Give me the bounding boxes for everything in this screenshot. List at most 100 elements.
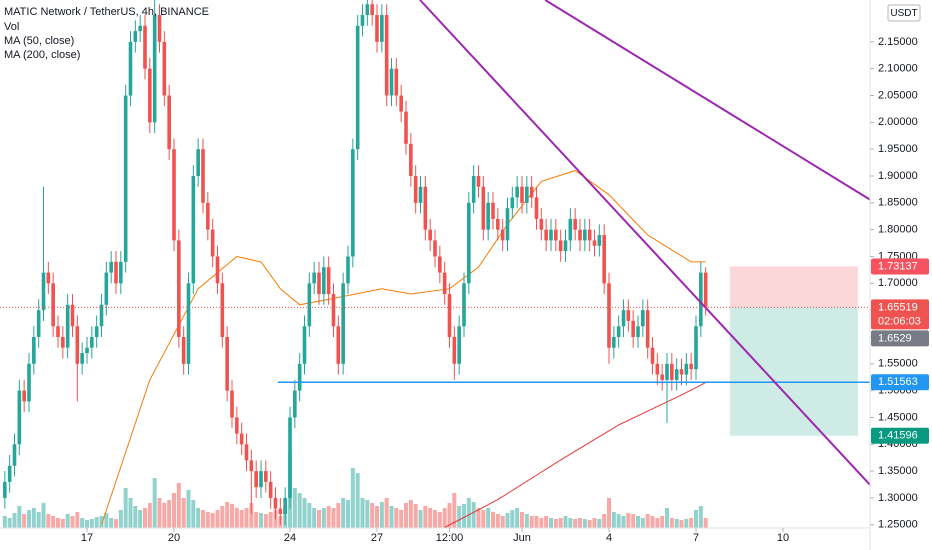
volume-bar xyxy=(433,510,437,528)
candle-body xyxy=(462,283,466,327)
candle-body xyxy=(114,261,118,284)
plot-area xyxy=(0,0,871,528)
candle-body xyxy=(481,186,486,230)
volume-bar xyxy=(626,513,631,528)
candle-body xyxy=(157,15,162,42)
candle-body xyxy=(346,256,350,284)
currency[interactable]: USDT xyxy=(890,8,917,19)
candle-body xyxy=(641,310,645,327)
candle-body xyxy=(259,471,263,488)
volume-bar xyxy=(94,517,99,528)
volume-bar xyxy=(466,498,471,528)
volume-bar xyxy=(17,506,22,528)
candle-body xyxy=(152,15,157,123)
volume-bar xyxy=(404,503,408,528)
candle-body xyxy=(85,347,89,354)
price-label: 1.73137 xyxy=(878,260,918,272)
volume-bar xyxy=(587,520,592,528)
volume-bar xyxy=(172,493,176,528)
candle-body xyxy=(278,508,283,515)
candle-body xyxy=(307,283,312,327)
volume-bar xyxy=(336,503,341,528)
volume-bar xyxy=(621,516,626,528)
volume-bar xyxy=(365,500,370,528)
candle-body xyxy=(351,149,355,257)
volume-bar xyxy=(491,512,495,528)
candle-body xyxy=(312,272,316,284)
candle-body xyxy=(665,363,669,380)
volume-bar xyxy=(254,512,259,528)
candle-body xyxy=(607,283,611,348)
y-tick-label: 1.30000 xyxy=(878,492,918,504)
y-tick-label: 1.35000 xyxy=(878,465,918,477)
candle-body xyxy=(273,497,278,509)
currency-badge[interactable] xyxy=(887,4,921,22)
candle-body xyxy=(230,390,234,418)
candle-body xyxy=(370,4,374,16)
volume-bar xyxy=(669,518,674,528)
indicator: MA (50, close) xyxy=(4,35,74,47)
trend-line xyxy=(419,0,871,486)
candle-body xyxy=(529,186,534,198)
candle-body xyxy=(128,41,133,96)
candle-body xyxy=(689,363,693,370)
candle-body xyxy=(191,176,196,284)
volume-bar xyxy=(423,506,428,528)
candle-body xyxy=(679,369,684,375)
volume-bar xyxy=(529,516,534,528)
volume-bar xyxy=(703,518,708,528)
volume-bar xyxy=(259,513,263,528)
price-label: 1.51563 xyxy=(878,376,918,388)
volume-bar xyxy=(22,514,27,528)
volume-bar xyxy=(41,503,46,528)
volume-bar xyxy=(249,503,254,528)
candle-body xyxy=(215,256,220,284)
candle-body xyxy=(515,186,519,198)
volume-bar xyxy=(399,510,404,528)
trend-line xyxy=(544,0,871,201)
volume-bar xyxy=(665,508,669,528)
volume-bar xyxy=(462,504,466,528)
candle-body xyxy=(650,347,655,364)
y-tick-label: 2.10000 xyxy=(878,63,918,75)
volume-bar xyxy=(12,513,17,528)
candle-body xyxy=(283,497,287,515)
volume-bar xyxy=(452,493,457,528)
x-tick-label: 4 xyxy=(606,532,612,544)
volume-bar xyxy=(442,508,447,528)
volume-bar xyxy=(394,508,399,528)
volume-bar xyxy=(549,518,553,528)
candle-body xyxy=(148,68,152,123)
volume-bar xyxy=(447,503,452,528)
volume-bar xyxy=(36,512,41,528)
volume-bar xyxy=(611,512,616,528)
candle-body xyxy=(360,15,365,26)
y-tick-label: 1.70000 xyxy=(878,277,918,289)
price-label-bg xyxy=(871,374,929,391)
volume-bar xyxy=(694,510,698,528)
volume-bar xyxy=(312,508,317,528)
x-tick-label: 7 xyxy=(693,532,699,544)
candle-body xyxy=(90,336,94,348)
y-tick-label: 2.00000 xyxy=(878,116,918,128)
volume-bar xyxy=(118,510,123,528)
candle-body xyxy=(196,149,200,176)
volume-bar xyxy=(563,516,568,528)
y-tick-label: 1.80000 xyxy=(878,224,918,236)
volume-bar xyxy=(640,518,645,528)
candle-body xyxy=(104,272,109,305)
candle-body xyxy=(206,202,210,230)
candle-body xyxy=(326,267,331,295)
candle-body xyxy=(3,481,7,498)
volume-bar xyxy=(51,516,56,528)
candle-body xyxy=(123,95,128,262)
volume-bar xyxy=(104,513,109,528)
candle-body xyxy=(438,256,442,273)
volume-bar xyxy=(205,512,210,528)
volume-bar xyxy=(157,498,162,528)
volume-bar xyxy=(2,516,7,528)
volume-bar xyxy=(437,512,442,528)
volume-bar xyxy=(268,512,273,528)
volume-bar xyxy=(75,512,80,528)
